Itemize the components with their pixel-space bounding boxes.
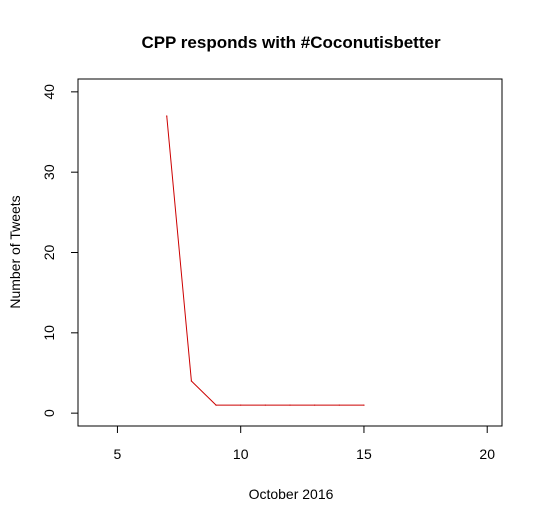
x-tick-label: 15 (356, 446, 372, 462)
y-tick-label: 0 (41, 409, 57, 417)
data-point (264, 404, 266, 406)
x-tick-label: 5 (114, 446, 122, 462)
data-point (363, 404, 365, 406)
data-points (166, 115, 365, 406)
chart-title: CPP responds with #Coconutisbetter (141, 33, 441, 52)
x-tick-label: 10 (233, 446, 249, 462)
y-axis: 0 10 20 30 40 (41, 84, 78, 417)
y-tick-label: 10 (41, 325, 57, 341)
data-point (215, 404, 217, 406)
plot-frame (77, 78, 503, 427)
y-tick-label: 30 (41, 164, 57, 180)
data-point (166, 115, 168, 117)
y-tick-label: 40 (41, 84, 57, 100)
data-point (314, 404, 316, 406)
data-point (240, 404, 242, 406)
x-axis: 5 10 15 20 (114, 426, 495, 462)
y-axis-label: Number of Tweets (7, 195, 23, 308)
x-tick-label: 20 (479, 446, 495, 462)
data-point (289, 404, 291, 406)
x-axis-label: October 2016 (249, 486, 334, 502)
data-point (190, 380, 192, 382)
data-point (338, 404, 340, 406)
y-tick-label: 20 (41, 245, 57, 261)
series-line (166, 115, 364, 406)
